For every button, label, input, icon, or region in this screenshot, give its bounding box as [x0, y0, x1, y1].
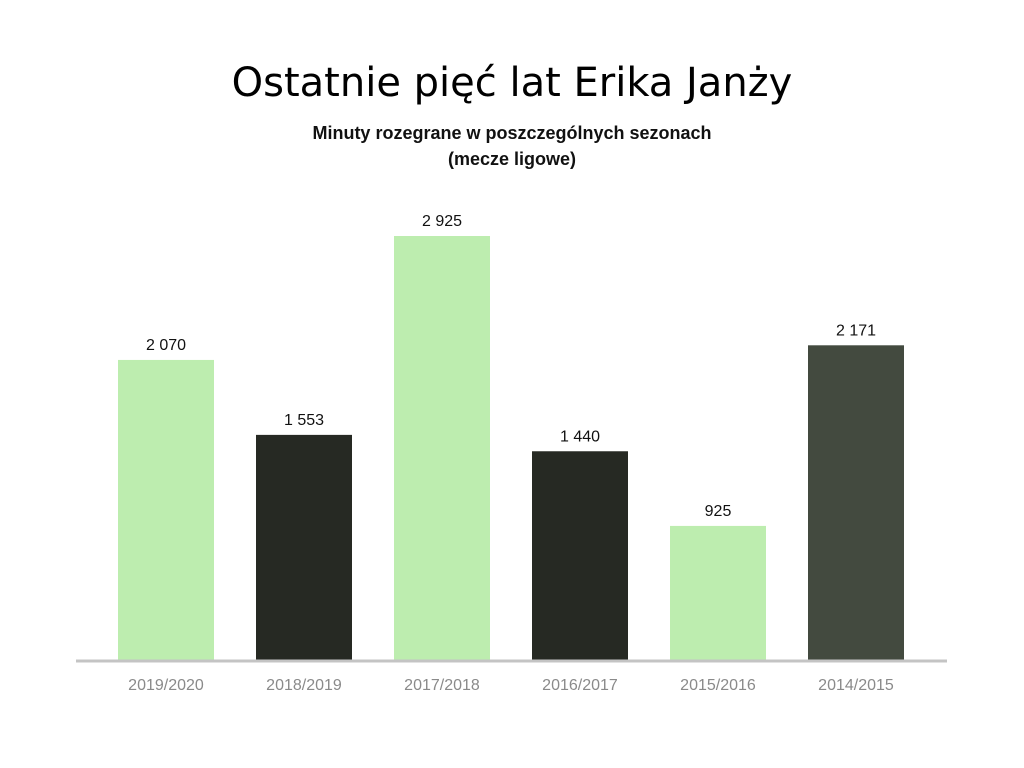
- value-label: 2 925: [422, 213, 462, 230]
- x-tick-label: 2017/2018: [404, 677, 480, 694]
- chart-subtitle: Minuty rozegrane w poszczególnych sezona…: [0, 120, 1024, 172]
- value-label: 925: [705, 503, 732, 520]
- x-tick-label: 2016/2017: [542, 677, 618, 694]
- x-tick-label: 2018/2019: [266, 677, 342, 694]
- value-label: 1 440: [560, 428, 600, 445]
- x-tick-label: 2019/2020: [128, 677, 204, 694]
- chart-subtitle-line-2: (mecze ligowe): [447, 149, 577, 169]
- x-tick-label: 2015/2016: [680, 677, 756, 694]
- value-label: 1 553: [284, 412, 324, 429]
- chart-subtitle-line-1: Minuty rozegrane w poszczególnych sezona…: [312, 123, 712, 143]
- value-label: 2 070: [146, 337, 186, 354]
- x-tick-label: 2014/2015: [818, 677, 894, 694]
- bar-2014-2015: [808, 345, 904, 660]
- bar-2019-2020: [118, 359, 214, 660]
- bar-2015-2016: [670, 525, 766, 660]
- bar-2016-2017: [532, 451, 628, 660]
- value-label: 2 171: [836, 322, 876, 339]
- chart-title: Ostatnie pięć lat Erika Janży: [231, 60, 793, 106]
- bar-2018-2019: [256, 434, 352, 660]
- bar-2017-2018: [394, 236, 490, 660]
